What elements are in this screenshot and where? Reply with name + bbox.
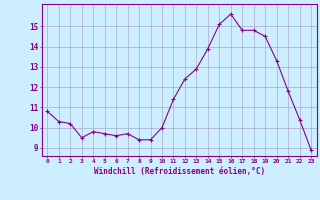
X-axis label: Windchill (Refroidissement éolien,°C): Windchill (Refroidissement éolien,°C)	[94, 167, 265, 176]
